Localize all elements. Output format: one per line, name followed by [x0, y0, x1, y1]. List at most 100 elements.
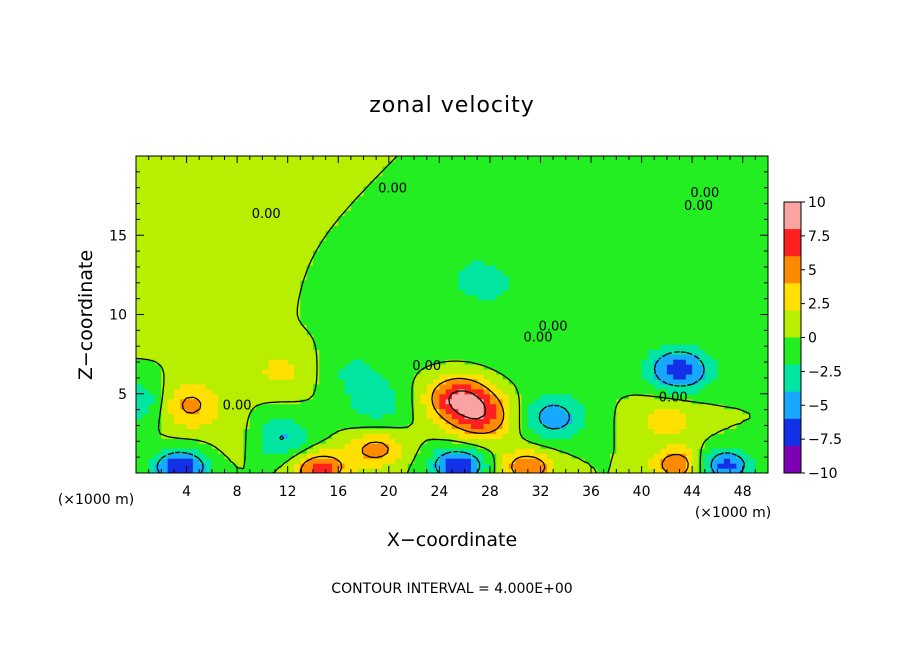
heatmap-cell	[357, 324, 365, 330]
heatmap-cell	[742, 230, 750, 236]
heatmap-cell	[275, 344, 282, 350]
heatmap-cell	[641, 423, 649, 430]
heatmap-cell	[312, 408, 320, 415]
heatmap-cell	[692, 398, 700, 405]
heatmap-cell	[211, 324, 219, 330]
heatmap-cell	[395, 418, 403, 425]
heatmap-cell	[218, 378, 226, 385]
heatmap-cell	[420, 408, 428, 415]
heatmap-cell	[262, 245, 270, 251]
heatmap-cell	[565, 294, 573, 301]
heatmap-cell	[319, 274, 327, 281]
heatmap-cell	[698, 264, 706, 271]
heatmap-cell	[268, 433, 276, 439]
heatmap-cell	[749, 448, 756, 454]
heatmap-cell	[439, 448, 447, 454]
heatmap-cell	[331, 299, 339, 306]
heatmap-cell	[433, 269, 440, 276]
heatmap-cell	[515, 438, 523, 444]
heatmap-cell	[755, 393, 763, 400]
heatmap-cell	[673, 255, 681, 261]
heatmap-cell	[603, 274, 611, 281]
heatmap-cell	[527, 423, 535, 430]
heatmap-cell	[401, 438, 409, 444]
heatmap-cell	[584, 304, 592, 311]
heatmap-cell	[502, 339, 510, 345]
heatmap-cell	[300, 225, 308, 231]
heatmap-cell	[287, 453, 295, 459]
heatmap-cell	[306, 368, 314, 375]
heatmap-cell	[256, 344, 263, 350]
heatmap-cell	[401, 309, 409, 316]
heatmap-cell	[401, 324, 409, 330]
heatmap-cell	[350, 418, 358, 425]
heatmap-cell	[433, 264, 440, 271]
heatmap-cell	[369, 349, 377, 355]
heatmap-cell	[704, 279, 712, 286]
heatmap-cell	[357, 368, 365, 375]
heatmap-cell	[692, 418, 700, 425]
heatmap-cell	[464, 264, 472, 271]
heatmap-cell	[578, 245, 586, 251]
heatmap-cell	[749, 344, 756, 350]
heatmap-cell	[312, 245, 320, 251]
heatmap-cell	[275, 339, 282, 345]
heatmap-cell	[730, 324, 737, 330]
heatmap-cell	[458, 304, 466, 311]
heatmap-cell	[496, 373, 504, 380]
heatmap-cell	[496, 299, 504, 306]
heatmap-cell	[382, 468, 390, 473]
heatmap-cell	[205, 334, 213, 340]
heatmap-cell	[711, 284, 719, 291]
heatmap-cell	[445, 264, 453, 271]
heatmap-cell	[692, 289, 700, 296]
heatmap-cell	[553, 413, 561, 420]
heatmap-cell	[673, 344, 681, 350]
heatmap-cell	[534, 255, 542, 261]
heatmap-cell	[338, 383, 346, 390]
heatmap-cell	[679, 433, 687, 439]
heatmap-cell	[749, 393, 756, 400]
heatmap-cell	[477, 240, 485, 246]
heatmap-cell	[515, 279, 523, 286]
heatmap-cell	[211, 463, 219, 469]
heatmap-cell	[559, 418, 567, 425]
heatmap-cell	[363, 294, 371, 301]
heatmap-cell	[414, 264, 421, 271]
heatmap-cell	[369, 294, 377, 301]
heatmap-cell	[331, 383, 339, 390]
heatmap-cell	[369, 284, 377, 291]
heatmap-cell	[666, 294, 674, 301]
heatmap-cell	[641, 383, 649, 390]
heatmap-cell	[224, 433, 232, 439]
heatmap-cell	[256, 334, 263, 340]
heatmap-cell	[300, 235, 308, 241]
heatmap-cell	[350, 364, 358, 370]
heatmap-cell	[344, 324, 352, 330]
heatmap-cell	[294, 458, 301, 464]
heatmap-cell	[635, 443, 643, 449]
heatmap-cell	[597, 299, 605, 306]
heatmap-cell	[521, 294, 529, 301]
heatmap-cell	[445, 279, 453, 286]
heatmap-cell	[635, 413, 643, 420]
heatmap-cell	[199, 378, 207, 385]
heatmap-cell	[723, 458, 731, 464]
heatmap-cell	[572, 403, 579, 410]
heatmap-cell	[180, 349, 188, 355]
heatmap-cell	[414, 255, 421, 261]
heatmap-cell	[603, 349, 611, 355]
heatmap-cell	[458, 250, 466, 256]
heatmap-cell	[363, 334, 371, 340]
heatmap-cell	[407, 349, 415, 355]
heatmap-cell	[603, 423, 611, 430]
heatmap-cell	[439, 373, 447, 380]
heatmap-cell	[761, 319, 768, 325]
heatmap-cell	[685, 359, 693, 365]
heatmap-cell	[673, 383, 681, 390]
heatmap-cell	[742, 324, 750, 330]
heatmap-cell	[407, 388, 415, 395]
heatmap-cell	[344, 344, 352, 350]
heatmap-cell	[186, 354, 194, 360]
heatmap-cell	[470, 294, 478, 301]
